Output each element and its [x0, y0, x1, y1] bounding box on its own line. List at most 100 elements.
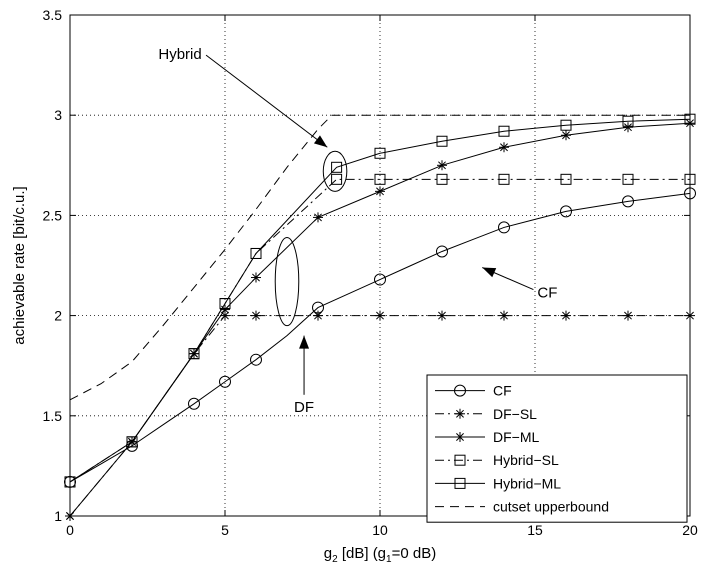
data-point — [313, 212, 323, 223]
data-point — [623, 310, 633, 321]
series-line-4 — [69, 118, 691, 483]
y-tick-label: 3 — [54, 107, 62, 123]
marker-circle — [454, 384, 466, 397]
data-point — [560, 205, 572, 218]
marker-square — [250, 247, 262, 259]
legend-marker — [454, 384, 466, 397]
y-tick-label: 3.5 — [43, 7, 63, 23]
data-point — [561, 310, 571, 321]
legend-box — [426, 374, 688, 523]
data-point — [498, 221, 510, 234]
data-point — [436, 135, 448, 147]
marker-square — [188, 348, 200, 360]
legend-label: cutset upperbound — [493, 499, 609, 515]
marker-square — [498, 125, 510, 137]
marker-square — [622, 115, 634, 127]
x-axis-label: g2 [dB] (g1=0 dB) — [324, 545, 436, 565]
data-point — [374, 173, 386, 185]
series-lines — [69, 114, 691, 517]
marker-square — [560, 173, 572, 185]
marker-square — [454, 477, 466, 489]
marker-star-stroke — [221, 311, 229, 320]
marker-circle — [250, 353, 262, 366]
x-axis-label-sub1: 1 — [386, 554, 392, 565]
marker-square — [498, 173, 510, 185]
marker-star-stroke — [456, 409, 464, 418]
marker-star-stroke — [624, 311, 632, 320]
data-point — [189, 348, 199, 359]
marker-circle — [498, 221, 510, 234]
x-axis-label-mid: [dB] (g — [338, 545, 386, 562]
y-tick-label: 2 — [54, 308, 62, 324]
series-line-0 — [69, 192, 691, 483]
marker-star-stroke — [128, 437, 136, 446]
x-axis-label-sub2: 2 — [332, 554, 338, 565]
annotation-label: CF — [537, 285, 557, 302]
data-point — [219, 298, 231, 310]
marker-circle — [188, 397, 200, 410]
x-tick-label: 0 — [66, 522, 74, 538]
data-point — [251, 272, 261, 283]
x-axis-label-main: g — [324, 545, 332, 562]
y-tick-label: 2.5 — [43, 207, 63, 223]
series-line-3 — [69, 178, 690, 483]
marker-square — [126, 436, 138, 448]
data-point — [560, 119, 572, 131]
marker-square — [454, 454, 466, 466]
annotation-arrow-head — [299, 335, 310, 349]
marker-star-stroke — [500, 143, 508, 152]
data-point — [251, 310, 261, 321]
data-point — [126, 436, 138, 448]
annotation-arrow — [205, 54, 328, 148]
marker-star-stroke — [624, 123, 632, 132]
annotation-arrow-head — [313, 135, 328, 148]
annotation-arrow-shaft — [205, 54, 328, 148]
legend-label: Hybrid−SL — [493, 452, 559, 468]
annotation-arrow-head — [482, 267, 497, 278]
marker-square — [219, 298, 231, 310]
x-tick-label: 5 — [221, 522, 229, 538]
legend-label: DF−SL — [493, 406, 537, 422]
data-point — [499, 310, 509, 321]
legend-item: CF — [435, 383, 512, 399]
data-point — [499, 142, 509, 153]
data-point — [374, 147, 386, 159]
marker-square — [374, 147, 386, 159]
marker-square — [560, 119, 572, 131]
marker-square — [374, 173, 386, 185]
marker-star-stroke — [438, 311, 446, 320]
marker-star-stroke — [252, 311, 260, 320]
x-tick-label: 15 — [527, 522, 543, 538]
legend: CF DF−SL DF−ML Hybrid−SL Hybrid−ML cutset upp… — [426, 374, 688, 523]
legend-item: Hybrid−SL — [435, 452, 559, 468]
data-point — [560, 173, 572, 185]
legend-label: DF−ML — [493, 429, 540, 445]
data-point — [498, 125, 510, 137]
marker-star-stroke — [376, 311, 384, 320]
marker-star-stroke — [456, 433, 464, 441]
x-axis-label-tail: =0 dB) — [392, 545, 437, 562]
annotation-ellipse — [274, 236, 300, 327]
data-point — [250, 247, 262, 259]
annotation-label: Hybrid — [158, 46, 201, 63]
data-point — [331, 173, 343, 185]
data-point — [250, 353, 262, 366]
data-point — [188, 348, 200, 360]
marker-star-stroke — [500, 311, 508, 320]
data-point — [220, 310, 230, 321]
annotation-label: DF — [294, 399, 314, 416]
y-tick-label: 1 — [54, 508, 62, 524]
annotation-arrow — [482, 267, 534, 291]
data-point — [622, 115, 634, 127]
legend-marker — [455, 408, 465, 419]
marker-star-stroke — [438, 161, 446, 170]
data-point — [127, 436, 137, 447]
annotations: Hybrid CF DF — [158, 46, 557, 416]
legend-marker — [455, 432, 465, 442]
data-point — [436, 173, 448, 185]
data-point — [375, 310, 385, 321]
data-point — [437, 310, 447, 321]
marker-star-stroke — [221, 305, 229, 314]
legend-label: CF — [493, 383, 512, 399]
data-point — [437, 160, 447, 171]
